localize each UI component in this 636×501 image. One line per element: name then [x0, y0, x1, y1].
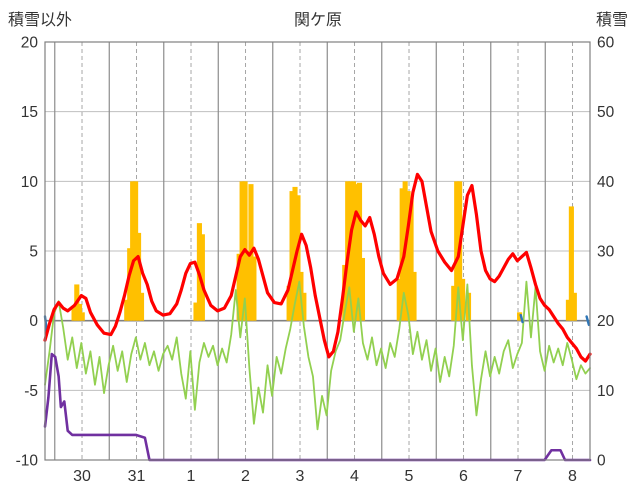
- left-tick-label: 15: [21, 104, 38, 121]
- bar: [405, 191, 411, 321]
- left-tick-label: -10: [16, 453, 39, 470]
- bar: [396, 278, 402, 321]
- x-tick-label: 3: [296, 468, 305, 485]
- bar: [286, 285, 292, 321]
- horizontal-gridlines: [45, 41, 590, 461]
- chart-title: 関ケ原: [293, 12, 342, 29]
- bar: [451, 285, 457, 321]
- green-line-series: [44, 280, 591, 431]
- bar: [79, 312, 85, 321]
- bar: [517, 312, 523, 321]
- left-tick-label: 10: [21, 174, 39, 191]
- right-tick-label: 40: [597, 174, 615, 191]
- bar: [138, 292, 145, 321]
- right-tick-label: 60: [597, 35, 615, 52]
- x-tick-label: 4: [350, 468, 359, 485]
- bar: [460, 278, 466, 321]
- x-tick-label: 6: [459, 468, 468, 485]
- x-tick-label: 2: [241, 468, 250, 485]
- x-tick-label: 8: [568, 468, 577, 485]
- bar: [295, 195, 301, 321]
- x-tick-label: 30: [73, 468, 91, 485]
- bar: [356, 182, 363, 321]
- blue-segment: [519, 313, 524, 324]
- red-line-series: [43, 172, 592, 363]
- bar: [354, 184, 360, 321]
- vertical-gridlines: [54, 42, 574, 460]
- x-tick-label: 1: [187, 468, 196, 485]
- bar: [245, 251, 251, 321]
- left-tick-label: -5: [24, 383, 38, 400]
- right-tick-label: 0: [597, 453, 606, 470]
- bar: [124, 299, 130, 321]
- right-axis-title: 積雪: [595, 12, 628, 29]
- bar: [351, 181, 357, 321]
- bar: [565, 299, 571, 321]
- bar: [301, 292, 307, 321]
- bar: [136, 232, 142, 321]
- bar: [199, 234, 205, 321]
- bar: [411, 271, 417, 321]
- blue-segment: [585, 315, 591, 327]
- x-tick-label: 5: [405, 468, 414, 485]
- bar: [236, 253, 242, 321]
- bar: [571, 292, 577, 321]
- bar: [289, 191, 295, 321]
- bar: [193, 302, 199, 321]
- x-tick-label: 31: [128, 468, 146, 485]
- bar: [359, 257, 366, 321]
- x-tick-label: 7: [514, 468, 523, 485]
- right-tick-label: 20: [597, 313, 615, 330]
- left-tick-label: 5: [29, 244, 38, 261]
- bar: [568, 206, 574, 321]
- left-tick-label: 0: [29, 313, 38, 330]
- bar: [127, 248, 133, 321]
- bar: [251, 256, 257, 321]
- bar: [408, 198, 414, 321]
- bar: [348, 181, 354, 321]
- bar: [454, 181, 460, 321]
- right-tick-label: 50: [597, 104, 615, 121]
- left-axis-title: 積雪以外: [8, 12, 73, 29]
- bar: [130, 181, 136, 321]
- bar: [71, 306, 77, 321]
- bar: [76, 303, 83, 321]
- purple-line-series: [43, 352, 592, 462]
- plot-border: [44, 41, 591, 461]
- bar: [133, 181, 139, 321]
- left-tick-label: 20: [21, 35, 39, 52]
- right-tick-label: 10: [597, 383, 615, 400]
- bar: [399, 188, 405, 321]
- right-tick-label: 30: [597, 244, 615, 261]
